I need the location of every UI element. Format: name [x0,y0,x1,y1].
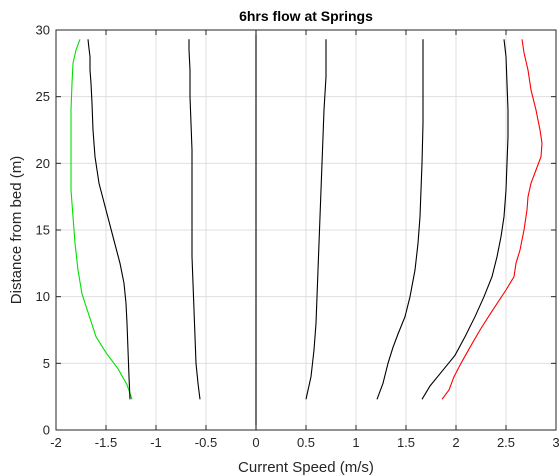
series-line-6 [421,39,509,400]
y-tick-label: 25 [36,89,50,104]
y-tick-label: 30 [36,23,50,38]
y-axis-label: Distance from bed (m) [8,156,25,304]
series-line-2 [87,39,131,400]
x-tick-label: -0.5 [195,435,217,450]
y-tick-label: 10 [36,289,50,304]
series-lines [70,39,543,400]
x-tick-label: -1 [150,435,162,450]
x-tick-label: 2 [452,435,459,450]
y-tick-label: 15 [36,223,50,238]
y-tick-label: 20 [36,156,50,171]
series-line-7 [441,39,543,400]
grid-lines [55,29,557,431]
x-tick-label: -1.5 [95,435,117,450]
series-line-1 [70,39,133,400]
x-tick-label: 3 [552,435,559,450]
y-tick-label: 0 [43,423,50,438]
x-tick-label: 2.5 [497,435,515,450]
series-line-3 [188,39,201,400]
axes [55,29,557,431]
x-tick-label: 0 [252,435,259,450]
series-line-4 [305,39,327,400]
x-tick-label: 0.5 [297,435,315,450]
x-tick-label: 1.5 [397,435,415,450]
y-tick-label: 5 [43,356,50,371]
x-tick-label: 1 [352,435,359,450]
chart-title: 6hrs flow at Springs [239,8,373,24]
x-tick-label: -2 [50,435,62,450]
x-axis-label: Current Speed (m/s) [238,459,374,476]
series-line-5 [376,39,424,400]
